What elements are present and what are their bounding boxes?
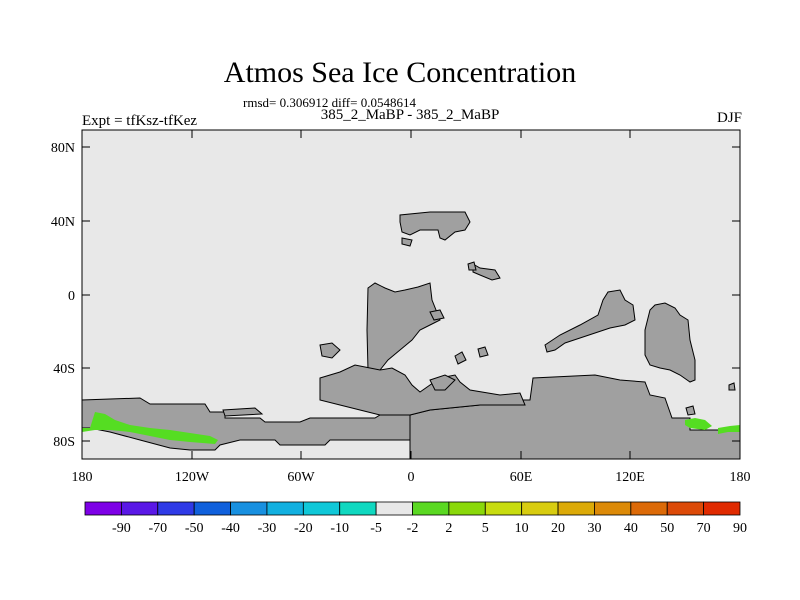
colorbar-swatch bbox=[157, 501, 195, 516]
colorbar: -90 -70 -50 -40 -30 -20 -10 -5 -2 2 5 10 20 30 40 50 70 9… bbox=[84, 501, 747, 536]
lon-tick-label: 0 bbox=[408, 470, 415, 485]
land-masks bbox=[81, 211, 741, 460]
lon-tick-label: 120W bbox=[175, 470, 210, 485]
colorbar-label: -90 bbox=[112, 521, 131, 536]
colorbar-label: 20 bbox=[551, 521, 565, 536]
colorbar-swatch bbox=[230, 501, 268, 516]
colorbar-label: -20 bbox=[294, 521, 313, 536]
lat-tick-label: 40N bbox=[51, 215, 75, 230]
stats-line: rmsd= 0.306912 diff= 0.0548614 bbox=[243, 95, 416, 110]
colorbar-swatch bbox=[448, 501, 486, 516]
lon-tick-label: 120E bbox=[615, 470, 645, 485]
island-a bbox=[319, 342, 341, 359]
nz-land bbox=[644, 302, 696, 383]
cases-label: 385_2_MaBP - 385_2_MaBP bbox=[320, 107, 500, 123]
island-h bbox=[467, 261, 477, 271]
island-g bbox=[685, 405, 696, 416]
colorbar-swatch bbox=[630, 501, 668, 516]
colorbar-label: 40 bbox=[624, 521, 638, 536]
colorbar-swatch bbox=[266, 501, 304, 516]
australia-land bbox=[544, 289, 636, 353]
season-label: DJF bbox=[716, 110, 742, 126]
diff-patch-east2 bbox=[718, 425, 740, 434]
colorbar-label: -50 bbox=[185, 521, 204, 536]
colorbar-swatch bbox=[666, 501, 705, 516]
colorbar-label: 5 bbox=[482, 521, 489, 536]
colorbar-swatch bbox=[594, 501, 632, 516]
plot-title: Atmos Sea Ice Concentration bbox=[223, 56, 577, 89]
colorbar-swatch bbox=[120, 501, 159, 516]
north-blob-land bbox=[399, 211, 471, 241]
latitude-axis: 80N 40N 0 40S 80S bbox=[51, 141, 740, 450]
island-b bbox=[454, 351, 467, 365]
lat-tick-label: 40S bbox=[53, 362, 75, 377]
colorbar-swatch bbox=[193, 501, 231, 516]
diff-patch-east bbox=[685, 418, 712, 430]
africa-land bbox=[319, 364, 526, 416]
colorbar-label: 70 bbox=[697, 521, 711, 536]
colorbar-label: -40 bbox=[221, 521, 240, 536]
longitude-axis: 180 120W 60W 0 60E 120E 180 bbox=[72, 130, 751, 485]
colorbar-label: 90 bbox=[733, 521, 747, 536]
colorbar-label: -70 bbox=[148, 521, 167, 536]
lon-tick-label: 60W bbox=[287, 470, 315, 485]
island-c bbox=[477, 346, 489, 358]
colorbar-label: -5 bbox=[370, 521, 382, 536]
island-f bbox=[728, 382, 736, 391]
lat-tick-label: 80N bbox=[51, 141, 75, 156]
colorbar-swatch bbox=[412, 501, 450, 516]
island-e bbox=[222, 407, 264, 417]
colorbar-swatch bbox=[557, 501, 595, 516]
colorbar-swatch bbox=[339, 501, 377, 516]
colorbar-label: 30 bbox=[587, 521, 601, 536]
colorbar-label: -30 bbox=[258, 521, 277, 536]
colorbar-swatch bbox=[521, 501, 559, 516]
small-island-land bbox=[401, 237, 413, 247]
lon-tick-label: 180 bbox=[72, 470, 93, 485]
colorbar-label: -10 bbox=[330, 521, 349, 536]
south-africa-land bbox=[429, 374, 456, 391]
colorbar-label: 2 bbox=[445, 521, 452, 536]
colorbar-label: -2 bbox=[407, 521, 419, 536]
diff-positive-patches bbox=[82, 412, 740, 444]
asia-fragment-land bbox=[472, 263, 501, 281]
lon-tick-label: 180 bbox=[730, 470, 751, 485]
diff-patch-west bbox=[82, 412, 218, 444]
lat-tick-label: 80S bbox=[53, 435, 75, 450]
colorbar-label: 10 bbox=[515, 521, 529, 536]
colorbar-swatch bbox=[375, 501, 413, 516]
colorbar-swatch bbox=[84, 501, 122, 516]
island-d bbox=[429, 309, 445, 321]
colorbar-swatch bbox=[302, 501, 341, 516]
colorbar-swatch bbox=[484, 501, 523, 516]
colorbar-swatch bbox=[703, 501, 741, 516]
lon-tick-label: 60E bbox=[510, 470, 533, 485]
colorbar-label: 50 bbox=[660, 521, 674, 536]
experiment-label: Expt = tfKsz-tfKez bbox=[82, 113, 198, 129]
lat-tick-label: 0 bbox=[68, 289, 75, 304]
